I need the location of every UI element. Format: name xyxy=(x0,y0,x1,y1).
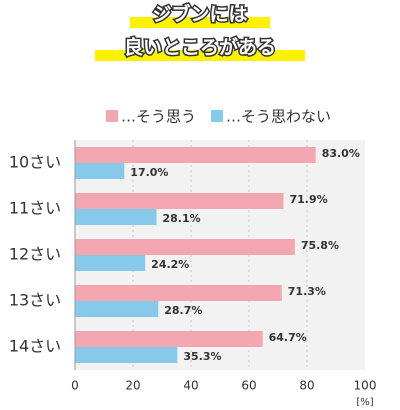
y-tick-label: 11さい xyxy=(9,199,61,218)
bar xyxy=(75,255,146,271)
x-tick-label: 100 xyxy=(354,379,377,393)
data-label: 35.3% xyxy=(183,350,221,363)
y-tick-label: 13さい xyxy=(9,291,61,310)
bar xyxy=(75,331,263,347)
title-highlight xyxy=(95,50,305,61)
bar xyxy=(75,239,295,255)
y-tick-label: 14さい xyxy=(9,337,61,356)
legend-label: …そう思わない xyxy=(226,108,331,126)
legend-swatch xyxy=(106,110,118,122)
bar xyxy=(75,193,284,209)
x-tick-label: 0 xyxy=(71,379,79,393)
x-tick-label: 40 xyxy=(183,379,198,393)
data-label: 75.8% xyxy=(301,239,339,252)
data-label: 83.0% xyxy=(322,147,360,160)
data-label: 71.9% xyxy=(290,193,328,206)
data-label: 17.0% xyxy=(130,166,168,179)
title-highlight xyxy=(130,17,270,28)
bar xyxy=(75,347,178,363)
x-tick-label: 80 xyxy=(299,379,314,393)
data-label: 24.2% xyxy=(151,258,189,271)
bar xyxy=(75,301,159,317)
data-label: 64.7% xyxy=(269,331,307,344)
x-axis-label: [%] xyxy=(356,397,373,408)
legend-label: …そう思う xyxy=(121,108,196,126)
legend-swatch xyxy=(211,110,224,122)
data-label: 28.1% xyxy=(162,212,200,225)
x-tick-label: 20 xyxy=(125,379,140,393)
bar xyxy=(75,147,316,163)
chart-title: 良いところがある xyxy=(124,36,276,59)
bar xyxy=(75,209,157,225)
x-tick-label: 60 xyxy=(241,379,256,393)
y-tick-label: 10さい xyxy=(9,153,61,172)
data-label: 28.7% xyxy=(164,304,202,317)
bar xyxy=(75,163,125,179)
chart-title: ジブンには xyxy=(152,3,247,26)
data-label: 71.3% xyxy=(288,285,326,298)
y-tick-label: 12さい xyxy=(9,245,61,264)
bar xyxy=(75,285,282,301)
